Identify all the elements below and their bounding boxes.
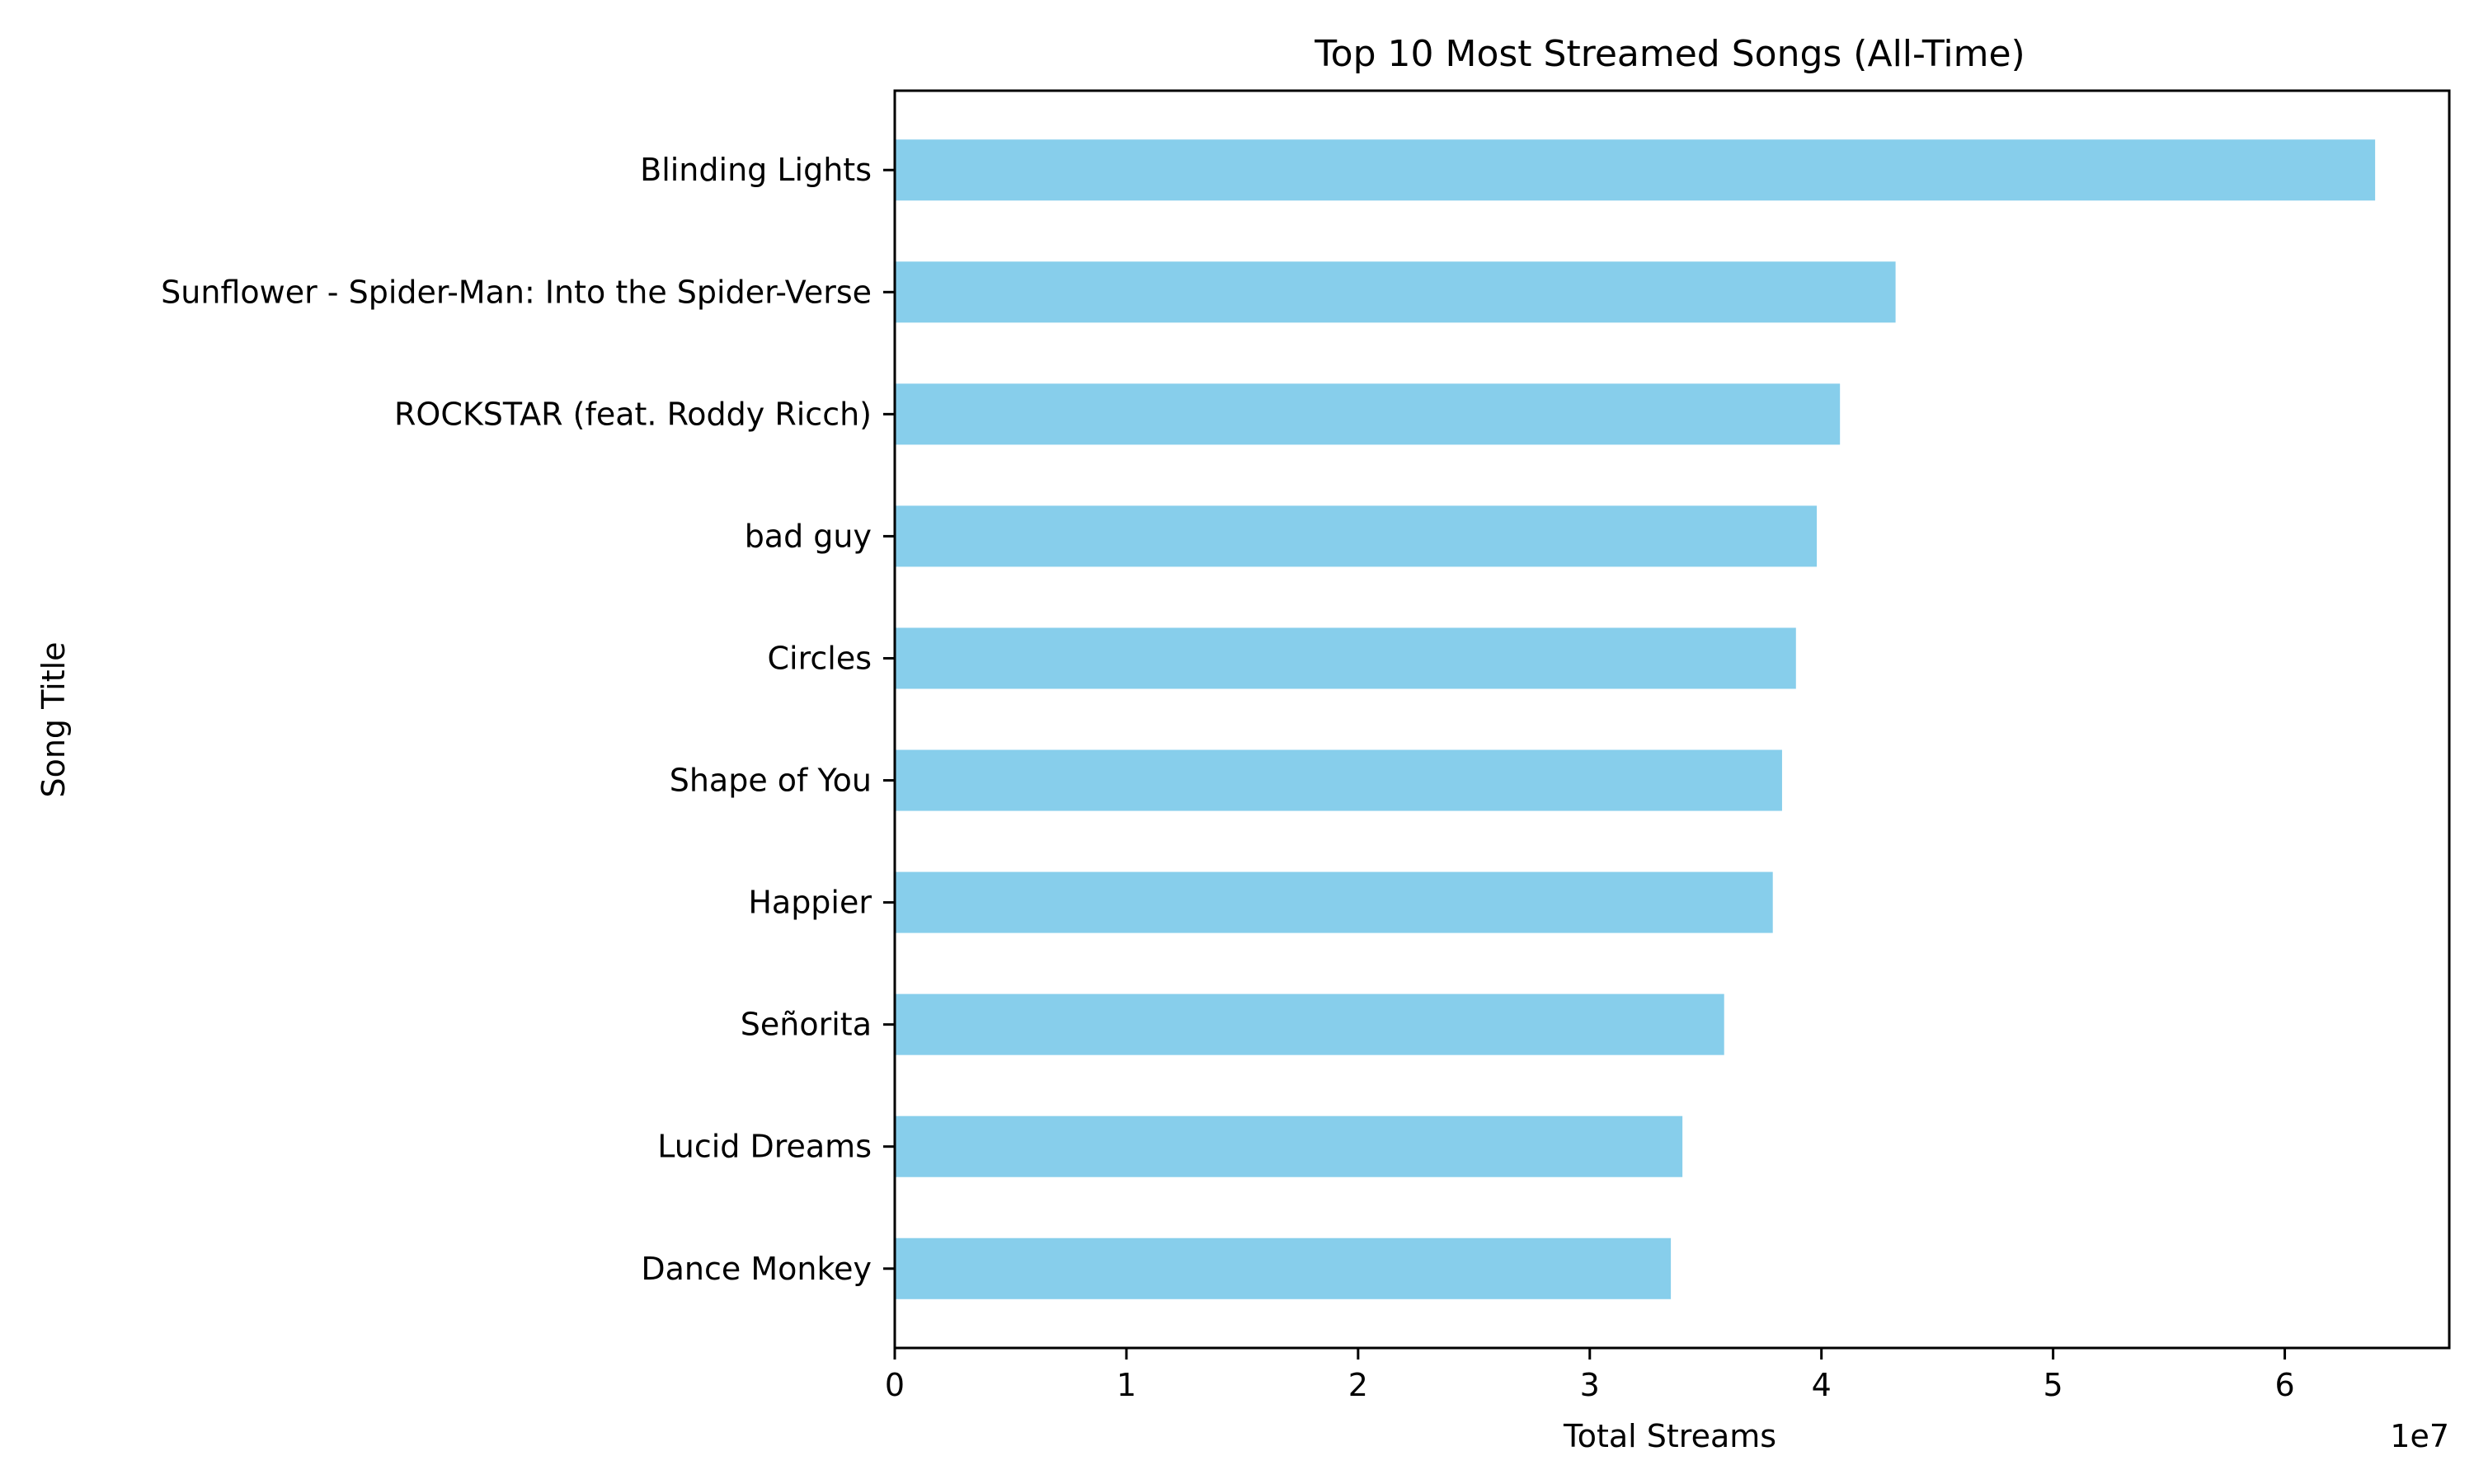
bar xyxy=(895,139,2376,201)
bar xyxy=(895,871,1773,933)
plot-frame xyxy=(893,89,2451,1350)
y-tick-label: Lucid Dreams xyxy=(657,1129,872,1165)
y-tick-label: Señorita xyxy=(741,1007,872,1043)
x-tick-label: 1 xyxy=(1117,1367,1136,1403)
x-tick-label: 0 xyxy=(885,1367,905,1403)
bar xyxy=(895,505,1818,567)
x-tick-label: 2 xyxy=(1348,1367,1368,1403)
bar xyxy=(895,1115,1683,1177)
y-tick-label: bad guy xyxy=(745,518,872,554)
chart-title: Top 10 Most Streamed Songs (All-Time) xyxy=(1314,33,2025,75)
bars-group xyxy=(895,139,2376,1299)
y-axis-ticks: Blinding Lights Sunflower - Spider-Man: I… xyxy=(161,152,895,1287)
x-axis-label: Total Streams xyxy=(1563,1418,1776,1454)
bar xyxy=(895,1237,1672,1299)
y-tick-label: Blinding Lights xyxy=(640,152,872,188)
bar xyxy=(895,993,1724,1055)
y-tick-label: Circles xyxy=(767,640,872,676)
bar xyxy=(895,261,1896,323)
bar xyxy=(895,749,1782,811)
bar xyxy=(895,627,1796,689)
x-tick-label: 6 xyxy=(2274,1367,2294,1403)
y-tick-label: Dance Monkey xyxy=(641,1251,872,1287)
x-tick-label: 5 xyxy=(2044,1367,2063,1403)
y-axis-label: Song Title xyxy=(35,641,72,797)
y-tick-label: Happier xyxy=(748,885,872,921)
y-tick-label: Sunflower - Spider-Man: Into the Spider-… xyxy=(161,274,872,310)
y-tick-label: ROCKSTAR (feat. Roddy Ricch) xyxy=(394,396,872,432)
x-axis-ticks: 0 1 2 3 4 5 6 xyxy=(885,1348,2295,1403)
bar xyxy=(895,383,1841,445)
x-tick-label: 3 xyxy=(1580,1367,1600,1403)
x-axis-offset-text: 1e7 xyxy=(2390,1418,2449,1454)
y-tick-label: Shape of You xyxy=(670,763,872,799)
x-tick-label: 4 xyxy=(1812,1367,1832,1403)
